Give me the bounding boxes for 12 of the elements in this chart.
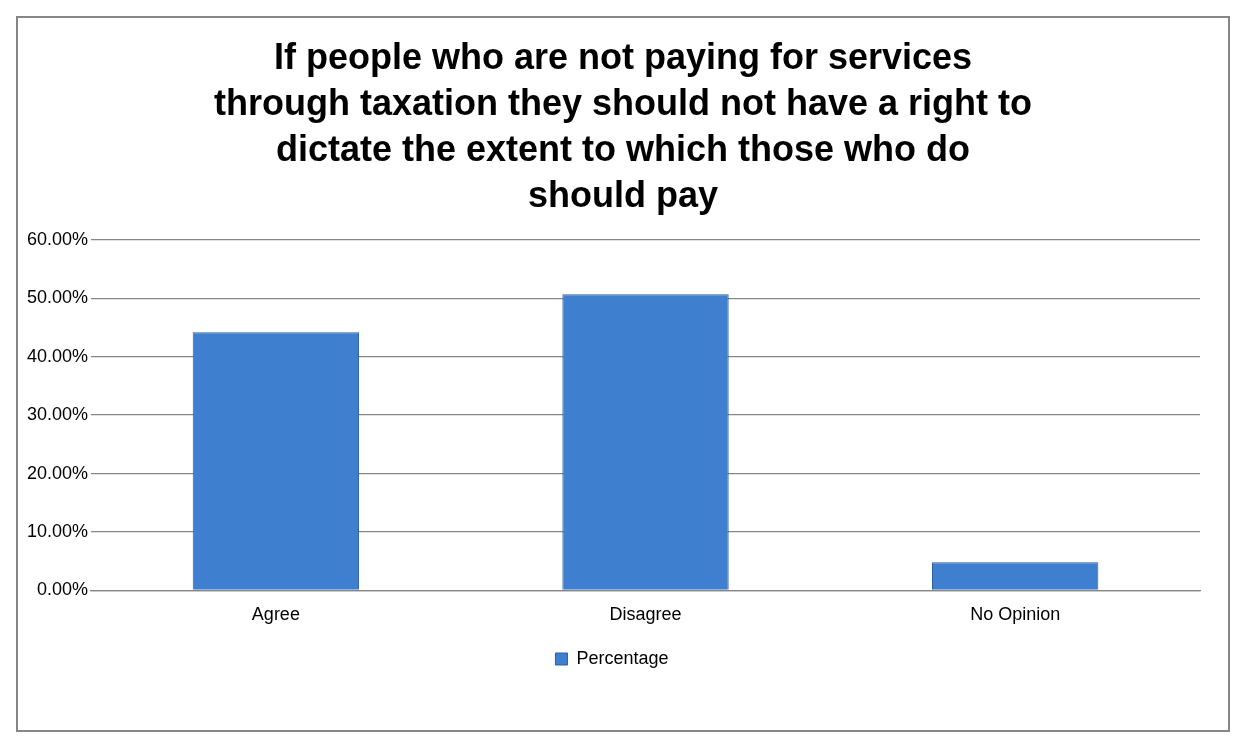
x-tick-label: Agree [251,604,300,625]
y-tick-label: 0.00% [37,579,89,600]
y-tick-label: 20.00% [26,462,89,483]
x-tick-label: Disagree [609,604,682,625]
legend-label: Percentage [576,647,669,668]
chart-title: If people who are not paying for services through taxation they should not have a right to dictate the extent to which those who do should pay [213,35,1033,217]
y-tick-label: 10.00% [26,520,89,541]
y-tick-label: 60.00% [26,228,89,249]
y-tick-label: 50.00% [26,287,89,308]
y-tick-label: 40.00% [26,345,89,366]
y-tick-label: 30.00% [26,404,89,425]
x-tick-label: No Opinion [970,604,1061,625]
